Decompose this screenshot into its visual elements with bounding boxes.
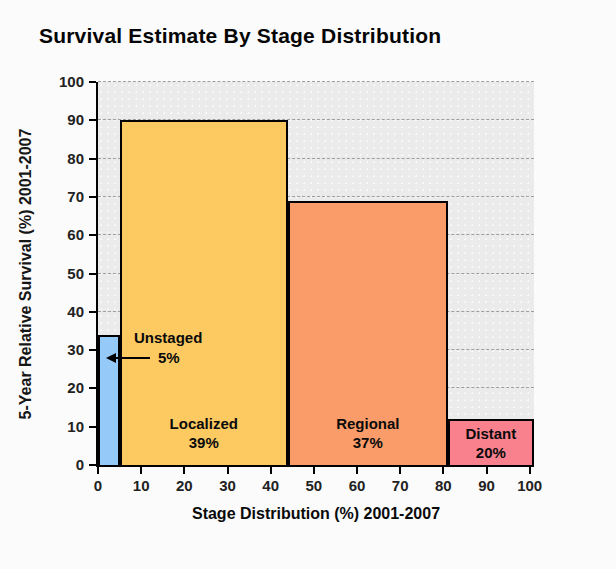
bar-label-distant: Distant20% bbox=[450, 424, 532, 462]
bar-label-stage: Regional bbox=[290, 414, 446, 433]
y-tick-label-40: 40 bbox=[40, 304, 84, 320]
x-tick-label-70: 70 bbox=[392, 477, 409, 494]
x-tick-60 bbox=[356, 467, 358, 474]
x-tick-label-50: 50 bbox=[305, 477, 322, 494]
x-tick-label-10: 10 bbox=[133, 477, 150, 494]
x-tick-label-100: 100 bbox=[517, 477, 542, 494]
y-tick-label-70: 70 bbox=[40, 189, 84, 205]
bar-label-pct: 20% bbox=[450, 443, 532, 462]
y-tick-label-100: 100 bbox=[40, 74, 84, 90]
y-tick-label-80: 80 bbox=[40, 151, 84, 167]
y-tick-30 bbox=[89, 349, 96, 351]
bar-label-stage: Distant bbox=[450, 424, 532, 443]
y-tick-80 bbox=[89, 158, 96, 160]
x-tick-0 bbox=[97, 467, 99, 474]
x-tick-10 bbox=[140, 467, 142, 474]
x-tick-100 bbox=[529, 467, 531, 474]
x-tick-label-40: 40 bbox=[262, 477, 279, 494]
unstaged-annotation-value: 5% bbox=[158, 349, 180, 366]
x-tick-40 bbox=[270, 467, 272, 474]
unstaged-annotation-row: 5% bbox=[106, 349, 202, 366]
y-tick-label-60: 60 bbox=[40, 227, 84, 243]
y-tick-50 bbox=[89, 273, 96, 275]
left-arrow-shaft bbox=[116, 357, 150, 359]
x-tick-label-30: 30 bbox=[219, 477, 236, 494]
x-tick-30 bbox=[227, 467, 229, 474]
y-tick-100 bbox=[89, 81, 96, 83]
y-tick-label-50: 50 bbox=[40, 266, 84, 282]
x-tick-label-60: 60 bbox=[349, 477, 366, 494]
plot-area: Unstaged 5% Stage Distribution (%) 2001-… bbox=[96, 82, 534, 467]
unstaged-annotation-label: Unstaged bbox=[134, 329, 202, 346]
y-axis-title: 5-Year Relative Survival (%) 2001-2007 bbox=[17, 129, 35, 420]
bar-label-localized: Localized39% bbox=[122, 414, 286, 452]
y-tick-60 bbox=[89, 234, 96, 236]
x-tick-label-0: 0 bbox=[94, 477, 102, 494]
y-tick-70 bbox=[89, 196, 96, 198]
left-arrow-icon bbox=[106, 353, 150, 363]
x-tick-50 bbox=[313, 467, 315, 474]
unstaged-annotation: Unstaged 5% bbox=[106, 329, 202, 366]
y-tick-label-20: 20 bbox=[40, 380, 84, 396]
x-tick-80 bbox=[442, 467, 444, 474]
bar-distant: Distant20% bbox=[448, 419, 534, 465]
left-arrow-head bbox=[106, 353, 116, 363]
y-tick-40 bbox=[89, 311, 96, 313]
bar-label-regional: Regional37% bbox=[290, 414, 446, 452]
x-tick-label-20: 20 bbox=[176, 477, 193, 494]
x-tick-20 bbox=[183, 467, 185, 474]
x-tick-label-90: 90 bbox=[478, 477, 495, 494]
x-tick-70 bbox=[399, 467, 401, 474]
gridline-y-100 bbox=[98, 81, 534, 82]
y-tick-label-0: 0 bbox=[40, 457, 84, 473]
bar-label-pct: 39% bbox=[122, 433, 286, 452]
bar-localized: Localized39% bbox=[120, 120, 288, 465]
bar-label-stage: Localized bbox=[122, 414, 286, 433]
y-tick-label-10: 10 bbox=[40, 419, 84, 435]
x-tick-label-80: 80 bbox=[435, 477, 452, 494]
bar-label-pct: 37% bbox=[290, 433, 446, 452]
y-tick-20 bbox=[89, 387, 96, 389]
chart-canvas: Survival Estimate By Stage Distribution … bbox=[0, 0, 616, 569]
x-tick-90 bbox=[486, 467, 488, 474]
y-tick-10 bbox=[89, 426, 96, 428]
y-tick-label-90: 90 bbox=[40, 112, 84, 128]
chart-title: Survival Estimate By Stage Distribution bbox=[39, 24, 441, 48]
bar-regional: Regional37% bbox=[288, 201, 448, 465]
y-tick-90 bbox=[89, 119, 96, 121]
y-tick-label-30: 30 bbox=[40, 342, 84, 358]
x-axis-title: Stage Distribution (%) 2001-2007 bbox=[192, 505, 440, 523]
y-tick-0 bbox=[89, 464, 96, 466]
